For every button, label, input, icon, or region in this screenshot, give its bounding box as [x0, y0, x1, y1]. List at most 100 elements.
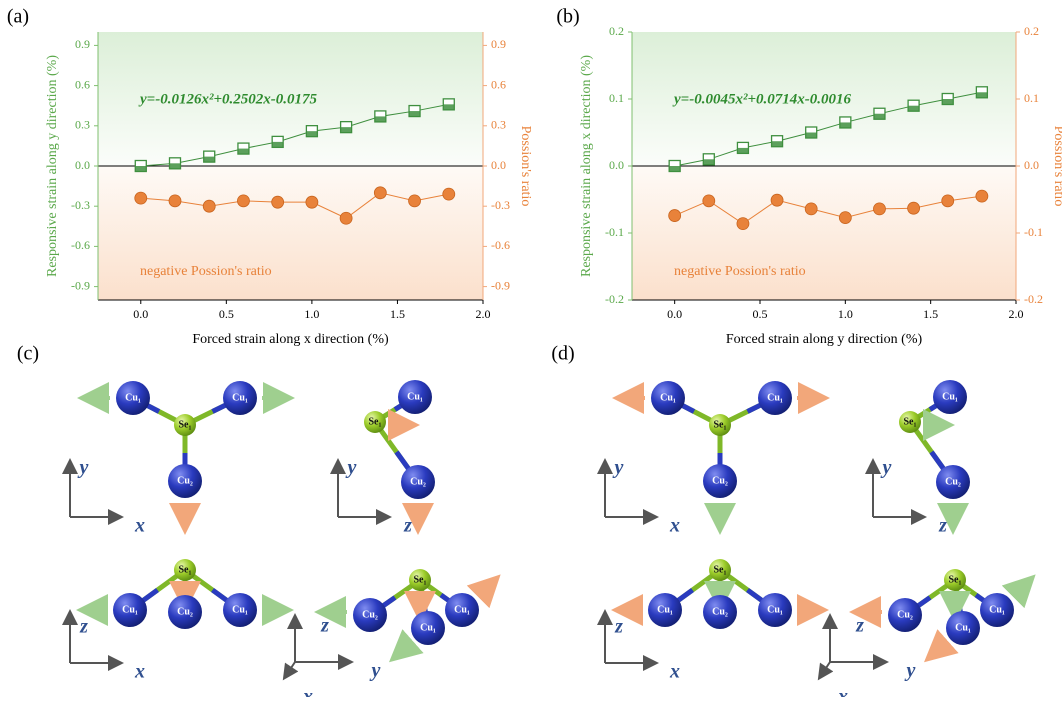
- axis-name: x: [837, 686, 848, 697]
- displacement-arrow: [930, 642, 947, 657]
- square-marker-fill: [409, 111, 420, 117]
- atom-label: Cu₂: [177, 475, 193, 486]
- background-lower: [632, 166, 1016, 300]
- displacement-arrow: [480, 580, 495, 595]
- square-marker-fill: [874, 114, 885, 120]
- y-tick-label: -0.3: [71, 198, 90, 212]
- atom-label: Cu₁: [232, 392, 248, 403]
- circle-marker: [443, 188, 455, 200]
- y-tick-label: 0.6: [75, 77, 90, 91]
- panel-label: (c): [17, 343, 39, 365]
- atom-label: Se₁: [904, 416, 917, 427]
- y2-tick-label: -0.3: [491, 198, 510, 212]
- atom-label: Cu₁: [454, 604, 470, 615]
- axis-name: z: [855, 615, 864, 637]
- y-tick-label: 0.1: [609, 91, 624, 105]
- atom-label: Cu₂: [897, 609, 913, 620]
- axis-name: x: [669, 515, 680, 537]
- square-marker-fill: [375, 116, 386, 122]
- axis-name: y: [905, 660, 916, 682]
- atom-label: Cu₁: [232, 604, 248, 615]
- x-tick-label: 2.0: [476, 307, 491, 321]
- axis-name: x: [302, 686, 313, 697]
- axis-name: x: [669, 661, 680, 683]
- square-marker-fill: [204, 157, 215, 163]
- panel-label: (a): [7, 6, 29, 28]
- square-marker-fill: [737, 148, 748, 154]
- circle-marker: [771, 194, 783, 206]
- y2-tick-label: 0.6: [491, 77, 506, 91]
- y-tick-label: -0.2: [605, 292, 624, 306]
- y-tick-label: -0.9: [71, 278, 90, 292]
- y2-tick-label: 0.3: [491, 118, 506, 132]
- atom-label: Cu₁: [767, 604, 783, 615]
- x-axis-title: Forced strain along x direction (%): [192, 332, 389, 347]
- x-tick-label: 1.0: [304, 307, 319, 321]
- circle-marker: [908, 202, 920, 214]
- atom-label: Cu₁: [657, 604, 673, 615]
- circle-marker: [203, 200, 215, 212]
- atom-label: Cu₂: [410, 476, 426, 487]
- square-marker-fill: [976, 92, 987, 98]
- axis-name: x: [134, 661, 145, 683]
- y-axis-title: Responsive strain along y direction (%): [45, 55, 60, 277]
- square-marker-fill: [341, 127, 352, 133]
- axis-name: z: [938, 515, 947, 537]
- y-tick-label: -0.6: [71, 238, 90, 252]
- square-marker-fill: [840, 122, 851, 128]
- axis-name: z: [79, 616, 88, 638]
- panel-label: (d): [551, 343, 574, 365]
- y-tick-label: 0.2: [609, 24, 624, 38]
- circle-marker: [805, 203, 817, 215]
- y2-axis-title: Possion's ratio: [1051, 126, 1062, 207]
- panel-label: (b): [556, 6, 579, 28]
- y2-tick-label: -0.6: [491, 238, 510, 252]
- atom-label: Cu₂: [177, 606, 193, 617]
- axis-name: z: [614, 616, 623, 638]
- square-marker-fill: [806, 133, 817, 139]
- x-tick-label: 0.0: [667, 307, 682, 321]
- atom-label: Cu₂: [945, 476, 961, 487]
- y-axis-title: Responsive strain along x direction (%): [579, 55, 594, 277]
- axis-name: y: [881, 457, 892, 479]
- y-tick-label: 0.3: [75, 118, 90, 132]
- circle-marker: [272, 196, 284, 208]
- y2-tick-label: 0.9: [491, 37, 506, 51]
- atom-label: Cu₁: [955, 622, 971, 633]
- circle-marker: [340, 212, 352, 224]
- circle-marker: [873, 203, 885, 215]
- y2-tick-label: 0.2: [1024, 24, 1039, 38]
- circle-marker: [976, 190, 988, 202]
- region-label: negative Possion's ratio: [140, 264, 272, 279]
- axis-name: y: [346, 457, 357, 479]
- square-marker-fill: [443, 104, 454, 110]
- atom-label: Cu₂: [712, 475, 728, 486]
- square-marker-fill: [703, 159, 714, 165]
- circle-marker: [409, 195, 421, 207]
- background-lower: [98, 166, 483, 300]
- axis-name: z: [403, 515, 412, 537]
- atom-label: Cu₁: [767, 392, 783, 403]
- square-marker-fill: [669, 166, 680, 172]
- square-marker-fill: [908, 106, 919, 112]
- x-tick-label: 2.0: [1009, 307, 1024, 321]
- circle-marker: [703, 195, 715, 207]
- square-marker-fill: [272, 142, 283, 148]
- x-tick-label: 0.5: [753, 307, 768, 321]
- atom-label: Cu₁: [942, 391, 958, 402]
- atom-label: Cu₂: [712, 606, 728, 617]
- x-tick-label: 1.5: [390, 307, 405, 321]
- atom-label: Cu₂: [362, 609, 378, 620]
- fit-equation: y=-0.0045x²+0.0714x-0.0016: [672, 91, 851, 107]
- displacement-arrow: [395, 642, 412, 657]
- atom-label: Se₁: [949, 574, 962, 585]
- axis-name: y: [613, 457, 624, 479]
- displacement-arrow: [1015, 580, 1030, 595]
- circle-marker: [669, 210, 681, 222]
- atom-label: Se₁: [414, 574, 427, 585]
- circle-marker: [306, 196, 318, 208]
- x-tick-label: 0.0: [133, 307, 148, 321]
- axis-name: z: [320, 615, 329, 637]
- atom-label: Cu₁: [125, 392, 141, 403]
- atom-label: Cu₁: [420, 622, 436, 633]
